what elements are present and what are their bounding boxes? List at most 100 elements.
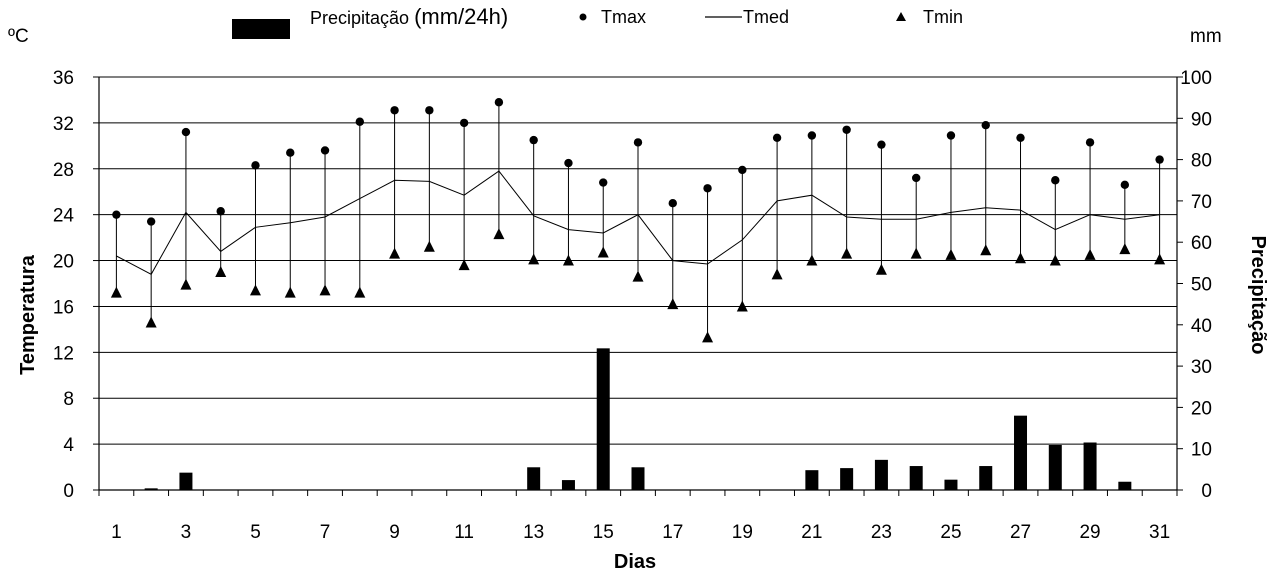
- tmin-series: [110, 228, 1166, 343]
- right-axis-title: Precipitação: [1247, 236, 1269, 355]
- tmax-point: [738, 165, 747, 175]
- left-tick-label: 16: [53, 297, 74, 318]
- x-tick-label: 5: [250, 522, 261, 543]
- left-tick-label: 28: [53, 160, 74, 181]
- x-tick-label: 21: [801, 522, 822, 543]
- x-tick-label: 29: [1079, 522, 1100, 543]
- tmax-point: [946, 131, 956, 140]
- tmax-point: [320, 146, 330, 155]
- tmin-point: [736, 300, 748, 312]
- tmin-point: [284, 286, 296, 298]
- precipitation-bar: [1083, 442, 1097, 490]
- right-tick-label: 90: [1191, 109, 1212, 130]
- legend-precipitation-swatch: [232, 19, 290, 39]
- tmax-point: [355, 117, 365, 126]
- tmin-point: [597, 246, 609, 258]
- tmin-point: [458, 259, 470, 271]
- tmed-series: [116, 170, 1160, 275]
- right-tick-label: 30: [1191, 357, 1212, 378]
- tmax-point: [842, 125, 851, 134]
- tmax-point: [911, 173, 921, 183]
- x-tick-label: 7: [320, 522, 331, 543]
- tmax-point: [564, 158, 573, 168]
- tmin-point: [806, 254, 818, 266]
- tmin-point: [1015, 252, 1027, 264]
- tmax-point: [1120, 180, 1130, 190]
- tmin-point: [702, 331, 714, 343]
- right-tick-label: 80: [1191, 151, 1212, 172]
- legend-tmax-marker: [579, 13, 587, 21]
- tmin-point: [1049, 254, 1061, 266]
- tmax-point: [807, 131, 817, 140]
- precipitation-bar: [179, 472, 193, 490]
- axis-labels: ºC mm Temperatura Precipitação Dias: [8, 26, 1269, 573]
- right-tick-label: 10: [1191, 440, 1212, 461]
- right-axis-unit: mm: [1190, 26, 1222, 47]
- tmin-point: [945, 248, 957, 260]
- tmed-line: [116, 170, 1160, 275]
- right-tick-label: 0: [1201, 481, 1212, 502]
- legend-precipitation-label: Precipitação (mm/24h): [310, 4, 508, 29]
- precipitation-bar: [561, 480, 575, 490]
- precipitation-bar: [979, 466, 993, 490]
- tmax-point: [425, 106, 434, 115]
- tmax-point: [1016, 133, 1025, 143]
- precipitation-bar: [631, 467, 645, 490]
- legend-precipitation-unit: (mm/24h): [414, 4, 508, 29]
- left-tick-label: 20: [53, 252, 74, 273]
- right-tick-label: 70: [1191, 192, 1212, 213]
- left-axis-unit: ºC: [8, 26, 29, 47]
- tmin-point: [249, 284, 261, 296]
- right-tick-label: 20: [1191, 398, 1212, 419]
- x-tick-label: 1: [111, 522, 122, 543]
- x-tick-label: 27: [1010, 522, 1031, 543]
- tmax-point: [112, 210, 121, 219]
- precipitation-bars: [144, 348, 1132, 490]
- x-tick-label: 19: [732, 522, 753, 543]
- tmax-point: [529, 135, 538, 145]
- tmin-point: [493, 228, 505, 240]
- legend: Precipitação (mm/24h) Tmax Tmed Tmin: [232, 4, 963, 39]
- x-tick-label: 11: [454, 522, 474, 543]
- tmax-point: [703, 184, 712, 193]
- tmax-series: [112, 98, 1164, 226]
- precipitation-bar: [144, 488, 158, 490]
- tmax-point: [668, 198, 677, 208]
- precipitation-bar: [909, 466, 923, 490]
- right-tick-label: 100: [1180, 68, 1212, 89]
- tmin-point: [1084, 248, 1096, 260]
- x-tick-label: 15: [593, 522, 614, 543]
- tmax-point: [877, 140, 886, 149]
- precipitation-bar: [596, 348, 610, 490]
- tmax-point: [633, 138, 643, 147]
- left-tick-label: 4: [63, 435, 74, 456]
- tmax-point: [216, 207, 225, 216]
- left-tick-label: 24: [53, 206, 75, 227]
- tmax-point: [494, 98, 504, 107]
- legend-tmin-label: Tmin: [923, 7, 963, 27]
- precipitation-bar: [944, 479, 958, 490]
- legend-precipitation-prefix: Precipitação: [310, 8, 414, 28]
- tmax-point: [181, 127, 191, 137]
- x-tick-label: 9: [389, 522, 400, 543]
- precipitation-bar: [1118, 481, 1132, 490]
- tmax-point: [599, 178, 608, 187]
- precipitation-bar: [527, 467, 541, 490]
- tmax-point: [390, 106, 399, 115]
- left-tick-label: 8: [63, 389, 74, 410]
- tmin-point: [215, 266, 227, 278]
- tmax-point: [772, 133, 782, 143]
- tmin-point: [980, 244, 992, 256]
- tmax-point: [146, 217, 156, 226]
- temperature-range-lines: [115, 102, 1161, 338]
- legend-tmax-label: Tmax: [601, 7, 646, 27]
- right-tick-label: 50: [1191, 275, 1212, 296]
- left-tick-label: 32: [53, 114, 74, 135]
- tmax-point: [981, 120, 990, 130]
- tmax-point: [459, 118, 469, 128]
- tmax-point: [1051, 176, 1060, 185]
- x-tick-label: 25: [940, 522, 961, 543]
- tmin-point: [667, 298, 679, 310]
- precipitation-bar: [1014, 415, 1028, 490]
- left-tick-label: 36: [53, 68, 74, 89]
